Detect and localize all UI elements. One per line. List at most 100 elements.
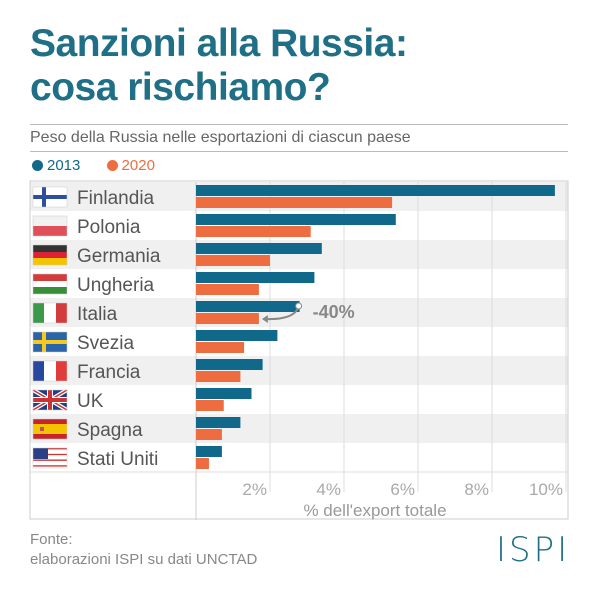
flag-icon-uk	[31, 388, 69, 412]
flag-part	[33, 361, 44, 381]
flag-icon-germania	[32, 244, 68, 266]
flag-part	[33, 226, 67, 236]
x-tick-label: 2%	[242, 480, 267, 499]
flag-part	[33, 465, 67, 467]
title-line-2: cosa rischiamo?	[30, 66, 331, 109]
flag-part	[33, 434, 67, 439]
bar-2020	[196, 371, 241, 382]
country-label: Spagna	[77, 420, 143, 441]
flag-border	[32, 418, 68, 440]
flag-border	[32, 447, 68, 469]
flag-part	[33, 462, 67, 466]
country-label: Italia	[77, 304, 118, 325]
flag-part	[44, 303, 56, 323]
flag-border	[32, 302, 68, 324]
country-label: Germania	[77, 246, 161, 267]
flag-icon-stati-uniti	[32, 447, 68, 469]
title-line-1: Sanzioni alla Russia:	[30, 22, 408, 65]
source: Fonte: elaborazioni ISPI su dati UNCTAD	[30, 530, 257, 570]
flag-border	[32, 244, 68, 266]
bar-2013	[196, 388, 252, 399]
bar-2020	[196, 226, 311, 237]
bar-2020	[196, 284, 259, 295]
bar-2020	[196, 429, 222, 440]
legend-dot-2020	[106, 159, 118, 171]
bar-2020	[196, 255, 270, 266]
bar-2013	[196, 243, 322, 254]
flag-part	[33, 459, 67, 461]
flag-part	[33, 448, 67, 450]
flag-part	[33, 195, 67, 199]
bar-2013	[196, 417, 241, 428]
page-title: Sanzioni alla Russia: cosa rischiamo?	[30, 22, 408, 110]
bar-2020	[196, 458, 209, 469]
flag-part	[33, 274, 67, 281]
flag-border	[32, 331, 68, 353]
x-tick-label: 6%	[390, 480, 415, 499]
flag-part	[33, 245, 67, 252]
country-label: Stati Uniti	[77, 449, 158, 470]
flag-part	[33, 287, 67, 294]
flag-part	[33, 450, 67, 454]
legend-label-2020: 2020	[121, 156, 155, 174]
chart-subtitle: Peso della Russia nelle esportazioni di …	[30, 124, 568, 152]
flag-part	[42, 187, 46, 207]
annotation-arrow	[264, 308, 299, 321]
source-label: Fonte:	[30, 531, 73, 548]
flag-icon-francia	[32, 360, 68, 382]
ispi-logo: ISPI	[496, 530, 571, 570]
x-axis-label: % dell'export totale	[303, 501, 446, 520]
legend-label-2013: 2013	[47, 156, 81, 174]
flag-part	[33, 456, 67, 460]
bar-2013	[196, 214, 396, 225]
bar-2013	[196, 330, 278, 341]
legend-dot-2013	[32, 159, 43, 171]
flag-border	[32, 186, 68, 208]
flag-part	[33, 340, 67, 344]
flag-part	[33, 398, 67, 402]
country-label: Svezia	[77, 333, 134, 354]
flag-part	[33, 216, 67, 226]
flag-part	[44, 361, 56, 381]
flag-icon-finlandia	[32, 186, 68, 208]
flag-part	[33, 453, 67, 456]
bar-2020	[196, 197, 393, 208]
flag-border	[32, 273, 68, 295]
bar-2013	[196, 301, 300, 312]
flag-part	[33, 281, 67, 287]
bar-2013	[196, 272, 315, 283]
flag-icon-ungheria	[32, 273, 68, 295]
flag-icon-italia	[32, 302, 68, 324]
country-label: Finlandia	[77, 188, 155, 209]
source-text: elaborazioni ISPI su dati UNCTAD	[30, 551, 258, 568]
flag-part	[33, 448, 48, 459]
x-tick-label: 8%	[464, 480, 489, 499]
x-tick-label: 10%	[529, 480, 563, 499]
flag-part	[33, 303, 44, 323]
flag-part	[33, 419, 67, 424]
arrow-head-icon	[261, 315, 268, 323]
bar-2020	[196, 400, 224, 411]
flag-icon-polonia	[32, 215, 68, 237]
flag-part	[33, 258, 67, 265]
flag-part	[33, 252, 67, 258]
annotation-label: -40%	[313, 302, 355, 322]
flag-part	[33, 424, 67, 434]
country-label: UK	[77, 391, 104, 412]
x-tick-label: 4%	[316, 480, 341, 499]
bar-2013	[196, 185, 555, 196]
country-label: Ungheria	[77, 275, 155, 296]
chart-frame	[29, 180, 569, 520]
flag-icon-spagna	[32, 418, 68, 440]
flag-border	[32, 389, 68, 411]
flag-border	[32, 215, 68, 237]
bar-2013	[196, 446, 222, 457]
row-band	[30, 356, 568, 385]
legend: 2013 2020	[32, 156, 155, 174]
annotation-dot	[295, 302, 303, 310]
flag-part	[56, 303, 67, 323]
bar-2020	[196, 342, 245, 353]
flag-part	[56, 361, 67, 381]
